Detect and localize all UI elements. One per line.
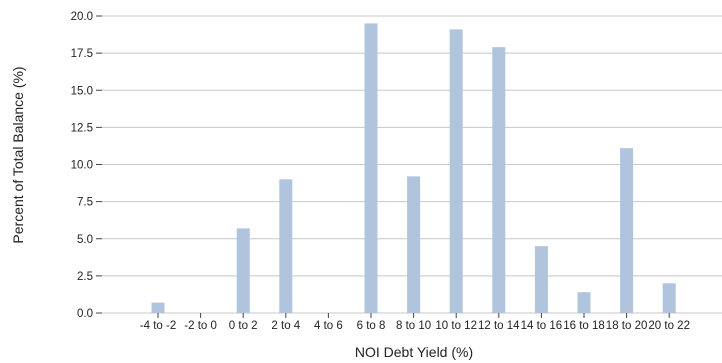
bar [578, 292, 591, 313]
bars [152, 23, 676, 313]
bar [365, 23, 378, 313]
bar [450, 29, 463, 313]
y-tick-label: 12.5 [71, 122, 93, 134]
bar [152, 303, 165, 313]
y-tick-label: 5.0 [77, 234, 93, 246]
x-tick-label: 16 to 18 [563, 320, 605, 332]
x-tick-label: 4 to 6 [314, 320, 343, 332]
x-tick-label: 10 to 12 [435, 320, 477, 332]
y-tick-label: 0.0 [77, 308, 93, 320]
y-tick-label: 15.0 [71, 85, 93, 97]
x-tick-label: 6 to 8 [357, 320, 386, 332]
x-tick-label: 8 to 10 [396, 320, 431, 332]
x-tick-label: 20 to 22 [648, 320, 690, 332]
x-tick-label: 2 to 4 [271, 320, 300, 332]
y-tick-label: 7.5 [77, 197, 93, 209]
bar [620, 148, 633, 313]
y-tick-label: 17.5 [71, 48, 93, 60]
bar [407, 176, 420, 313]
bar [663, 283, 676, 313]
y-tick-label: 2.5 [77, 271, 93, 283]
x-tick-label: 14 to 16 [521, 320, 563, 332]
x-tick-label: 18 to 20 [606, 320, 648, 332]
x-tick-label: -2 to 0 [184, 320, 217, 332]
y-tick-label: 10.0 [71, 160, 93, 172]
bar [237, 228, 250, 313]
bar [279, 179, 292, 313]
x-tick-label: -4 to -2 [140, 320, 176, 332]
bar [492, 47, 505, 313]
y-axis-title: Percent of Total Balance (%) [10, 66, 26, 243]
x-tick-label: 12 to 14 [478, 320, 520, 332]
x-tick-label: 0 to 2 [229, 320, 258, 332]
x-axis-title: NOI Debt Yield (%) [355, 344, 473, 360]
y-axis-ticks: 0.0 2.5 5.0 7.5 10.0 12.5 15.0 17.5 20.0 [71, 11, 102, 320]
y-tick-label: 20.0 [71, 11, 93, 23]
x-axis-ticks: -4 to -2 -2 to 0 0 to 2 2 to 4 4 to 6 6 to 8 8… [140, 313, 690, 332]
bar [535, 246, 548, 313]
